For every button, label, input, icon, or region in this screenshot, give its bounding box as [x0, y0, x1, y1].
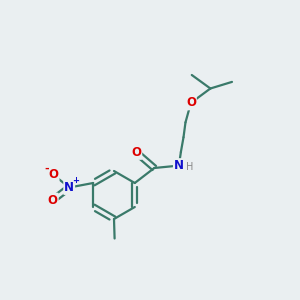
- Text: O: O: [49, 168, 58, 182]
- Text: H: H: [186, 162, 193, 172]
- Text: N: N: [174, 159, 184, 172]
- Text: O: O: [131, 146, 141, 159]
- Text: +: +: [72, 176, 79, 185]
- Text: N: N: [64, 181, 74, 194]
- Text: O: O: [186, 96, 196, 110]
- Text: -: -: [44, 163, 49, 173]
- Text: O: O: [48, 194, 58, 207]
